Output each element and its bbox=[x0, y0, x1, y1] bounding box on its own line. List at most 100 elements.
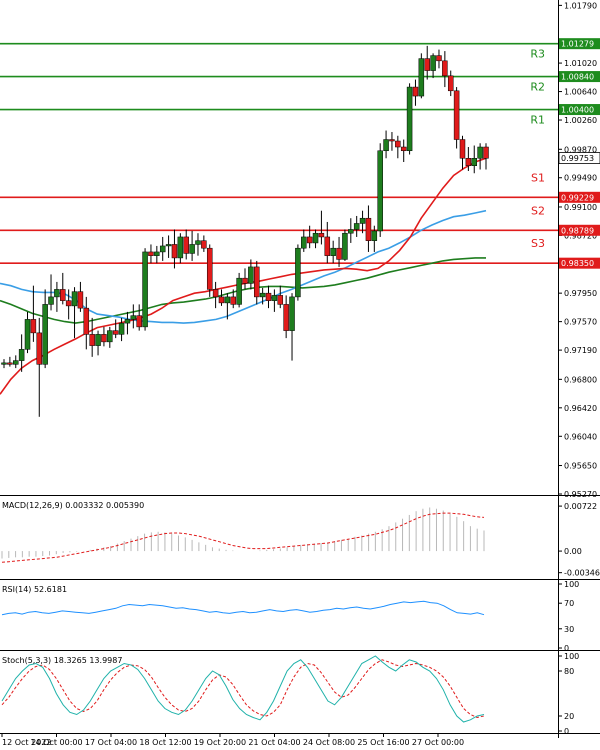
level-tag-label: 0.98350 bbox=[561, 259, 594, 268]
candle-bear bbox=[171, 244, 178, 259]
level-name-s3: S3 bbox=[531, 237, 545, 250]
support-resistance-levels: R3 R2 R1 S1 S2 S3 bbox=[0, 42, 558, 264]
rsi-line bbox=[1, 600, 485, 616]
candle-bull bbox=[130, 315, 137, 320]
candle-bear bbox=[77, 291, 84, 309]
level-name-r2: R2 bbox=[530, 81, 545, 94]
price-tick-label: 0.95270 bbox=[564, 490, 597, 499]
candle-bear bbox=[206, 247, 213, 290]
candle-bull bbox=[289, 296, 295, 331]
candle-bull bbox=[312, 232, 319, 244]
candle-bull bbox=[154, 251, 160, 256]
level-tag-bg bbox=[559, 38, 600, 50]
candle-bull bbox=[342, 232, 348, 260]
level-tag-label: 1.00840 bbox=[561, 73, 594, 82]
stochastic-pane: 100 80 20 0 Stoch(5,3,3) 18.3265 13.9987 bbox=[1, 652, 579, 736]
candle-bear bbox=[483, 146, 489, 159]
candle-bull bbox=[13, 360, 19, 365]
rsi-pane: 100 70 30 0 RSI(14) 52.6181 bbox=[1, 580, 579, 653]
time-tick-label: 25 Oct 16:00 bbox=[357, 738, 409, 747]
candle-bull bbox=[224, 296, 231, 304]
candle-bear bbox=[36, 332, 43, 365]
candle-bull bbox=[236, 277, 242, 305]
candle-bear bbox=[324, 236, 331, 256]
candle-bull bbox=[71, 291, 78, 307]
candle-bull bbox=[195, 240, 201, 245]
stoch-k-line bbox=[1, 655, 485, 723]
candle-bear bbox=[400, 146, 407, 152]
price-tick-label: 0.97190 bbox=[564, 346, 597, 355]
candle-bear bbox=[265, 292, 272, 301]
price-tick-label: 0.97570 bbox=[564, 318, 597, 327]
price-tick-label: 0.95650 bbox=[564, 462, 597, 471]
stoch-label: Stoch(5,3,3) 18.3265 13.9987 bbox=[2, 656, 122, 665]
candle-bull bbox=[371, 230, 378, 241]
candle-bull bbox=[301, 236, 307, 249]
candle-bear bbox=[412, 86, 419, 97]
price-tick-label: 0.96040 bbox=[564, 432, 597, 441]
candle-bear bbox=[395, 140, 401, 148]
price-tick-label: 0.96420 bbox=[564, 404, 597, 413]
candle-bear bbox=[283, 304, 289, 331]
candle-bear bbox=[183, 236, 189, 254]
candle-bear bbox=[447, 75, 454, 92]
level-tag-label: 1.01279 bbox=[561, 40, 594, 49]
candle-bull bbox=[418, 58, 425, 97]
candle-bull bbox=[477, 146, 483, 159]
main-price-pane: R3 R2 R1 S1 S2 S3 1.01790 1.01020 1.00640 1.0026… bbox=[0, 1, 600, 499]
level-tag-bg bbox=[559, 224, 600, 236]
candle-bear bbox=[201, 240, 207, 249]
candle-bull bbox=[124, 319, 131, 324]
time-tick-label: 17 Oct 04:00 bbox=[85, 738, 137, 747]
candle-bull bbox=[177, 236, 184, 259]
price-tick-label: 0.99100 bbox=[564, 203, 597, 212]
level-price-tags: 1.01279 1.00840 1.00400 0.99229 0.98789 0.983… bbox=[559, 38, 600, 269]
candle-bull bbox=[18, 349, 25, 361]
candle-bull bbox=[377, 150, 383, 232]
macd-tick-label: 0.00722 bbox=[564, 502, 597, 511]
candle-bear bbox=[60, 289, 66, 301]
candle-bear bbox=[242, 277, 248, 284]
level-name-r1: R1 bbox=[530, 114, 545, 127]
candle-bear bbox=[442, 60, 448, 77]
candle-bull bbox=[1, 362, 7, 365]
price-tick-label: 1.01790 bbox=[564, 1, 597, 10]
macd-axis-ticks: 0.00722 0.00 -0.003465 bbox=[558, 502, 600, 578]
level-name-s1: S1 bbox=[531, 171, 545, 184]
candle-bull bbox=[95, 334, 101, 346]
price-tick-label: 1.01020 bbox=[564, 59, 597, 68]
stoch-tick-label: 0 bbox=[564, 727, 569, 736]
level-tag-label: 0.98789 bbox=[561, 226, 594, 235]
time-tick-label: 14 Oct 00:00 bbox=[30, 738, 82, 747]
price-tick-label: 0.97950 bbox=[564, 289, 597, 298]
candle-bull bbox=[42, 304, 48, 365]
candle-bull bbox=[159, 245, 166, 253]
time-tick-label: 18 Oct 12:00 bbox=[139, 738, 191, 747]
rsi-tick-label: 70 bbox=[564, 599, 574, 608]
candle-bull bbox=[330, 247, 336, 256]
candle-bull bbox=[24, 319, 31, 350]
candle-bear bbox=[7, 362, 13, 365]
macd-label: MACD(12,26,9) 0.003332 0.005390 bbox=[2, 501, 144, 510]
current-price-box bbox=[558, 152, 600, 164]
candle-bear bbox=[336, 247, 342, 260]
candle-bear bbox=[112, 330, 119, 335]
rsi-axis-ticks: 100 70 30 0 bbox=[558, 580, 579, 653]
level-tag-label: 1.00400 bbox=[561, 106, 594, 115]
candle-bear bbox=[254, 266, 260, 298]
candle-bear bbox=[453, 90, 460, 140]
ma-green-line bbox=[0, 257, 486, 324]
level-tag-bg bbox=[559, 191, 600, 203]
ma-red-line bbox=[0, 157, 487, 395]
candle-bear bbox=[218, 296, 225, 304]
candle-bull bbox=[165, 244, 172, 247]
candle-bull bbox=[383, 139, 389, 152]
candle-bear bbox=[465, 158, 472, 167]
candle-bull bbox=[118, 322, 125, 335]
candle-bull bbox=[430, 55, 436, 71]
stoch-tick-label: 20 bbox=[564, 712, 574, 721]
time-tick-label: 21 Oct 04:00 bbox=[248, 738, 300, 747]
candle-bull bbox=[295, 247, 301, 298]
rsi-tick-label: 100 bbox=[564, 580, 579, 589]
candle-bull bbox=[348, 229, 354, 234]
